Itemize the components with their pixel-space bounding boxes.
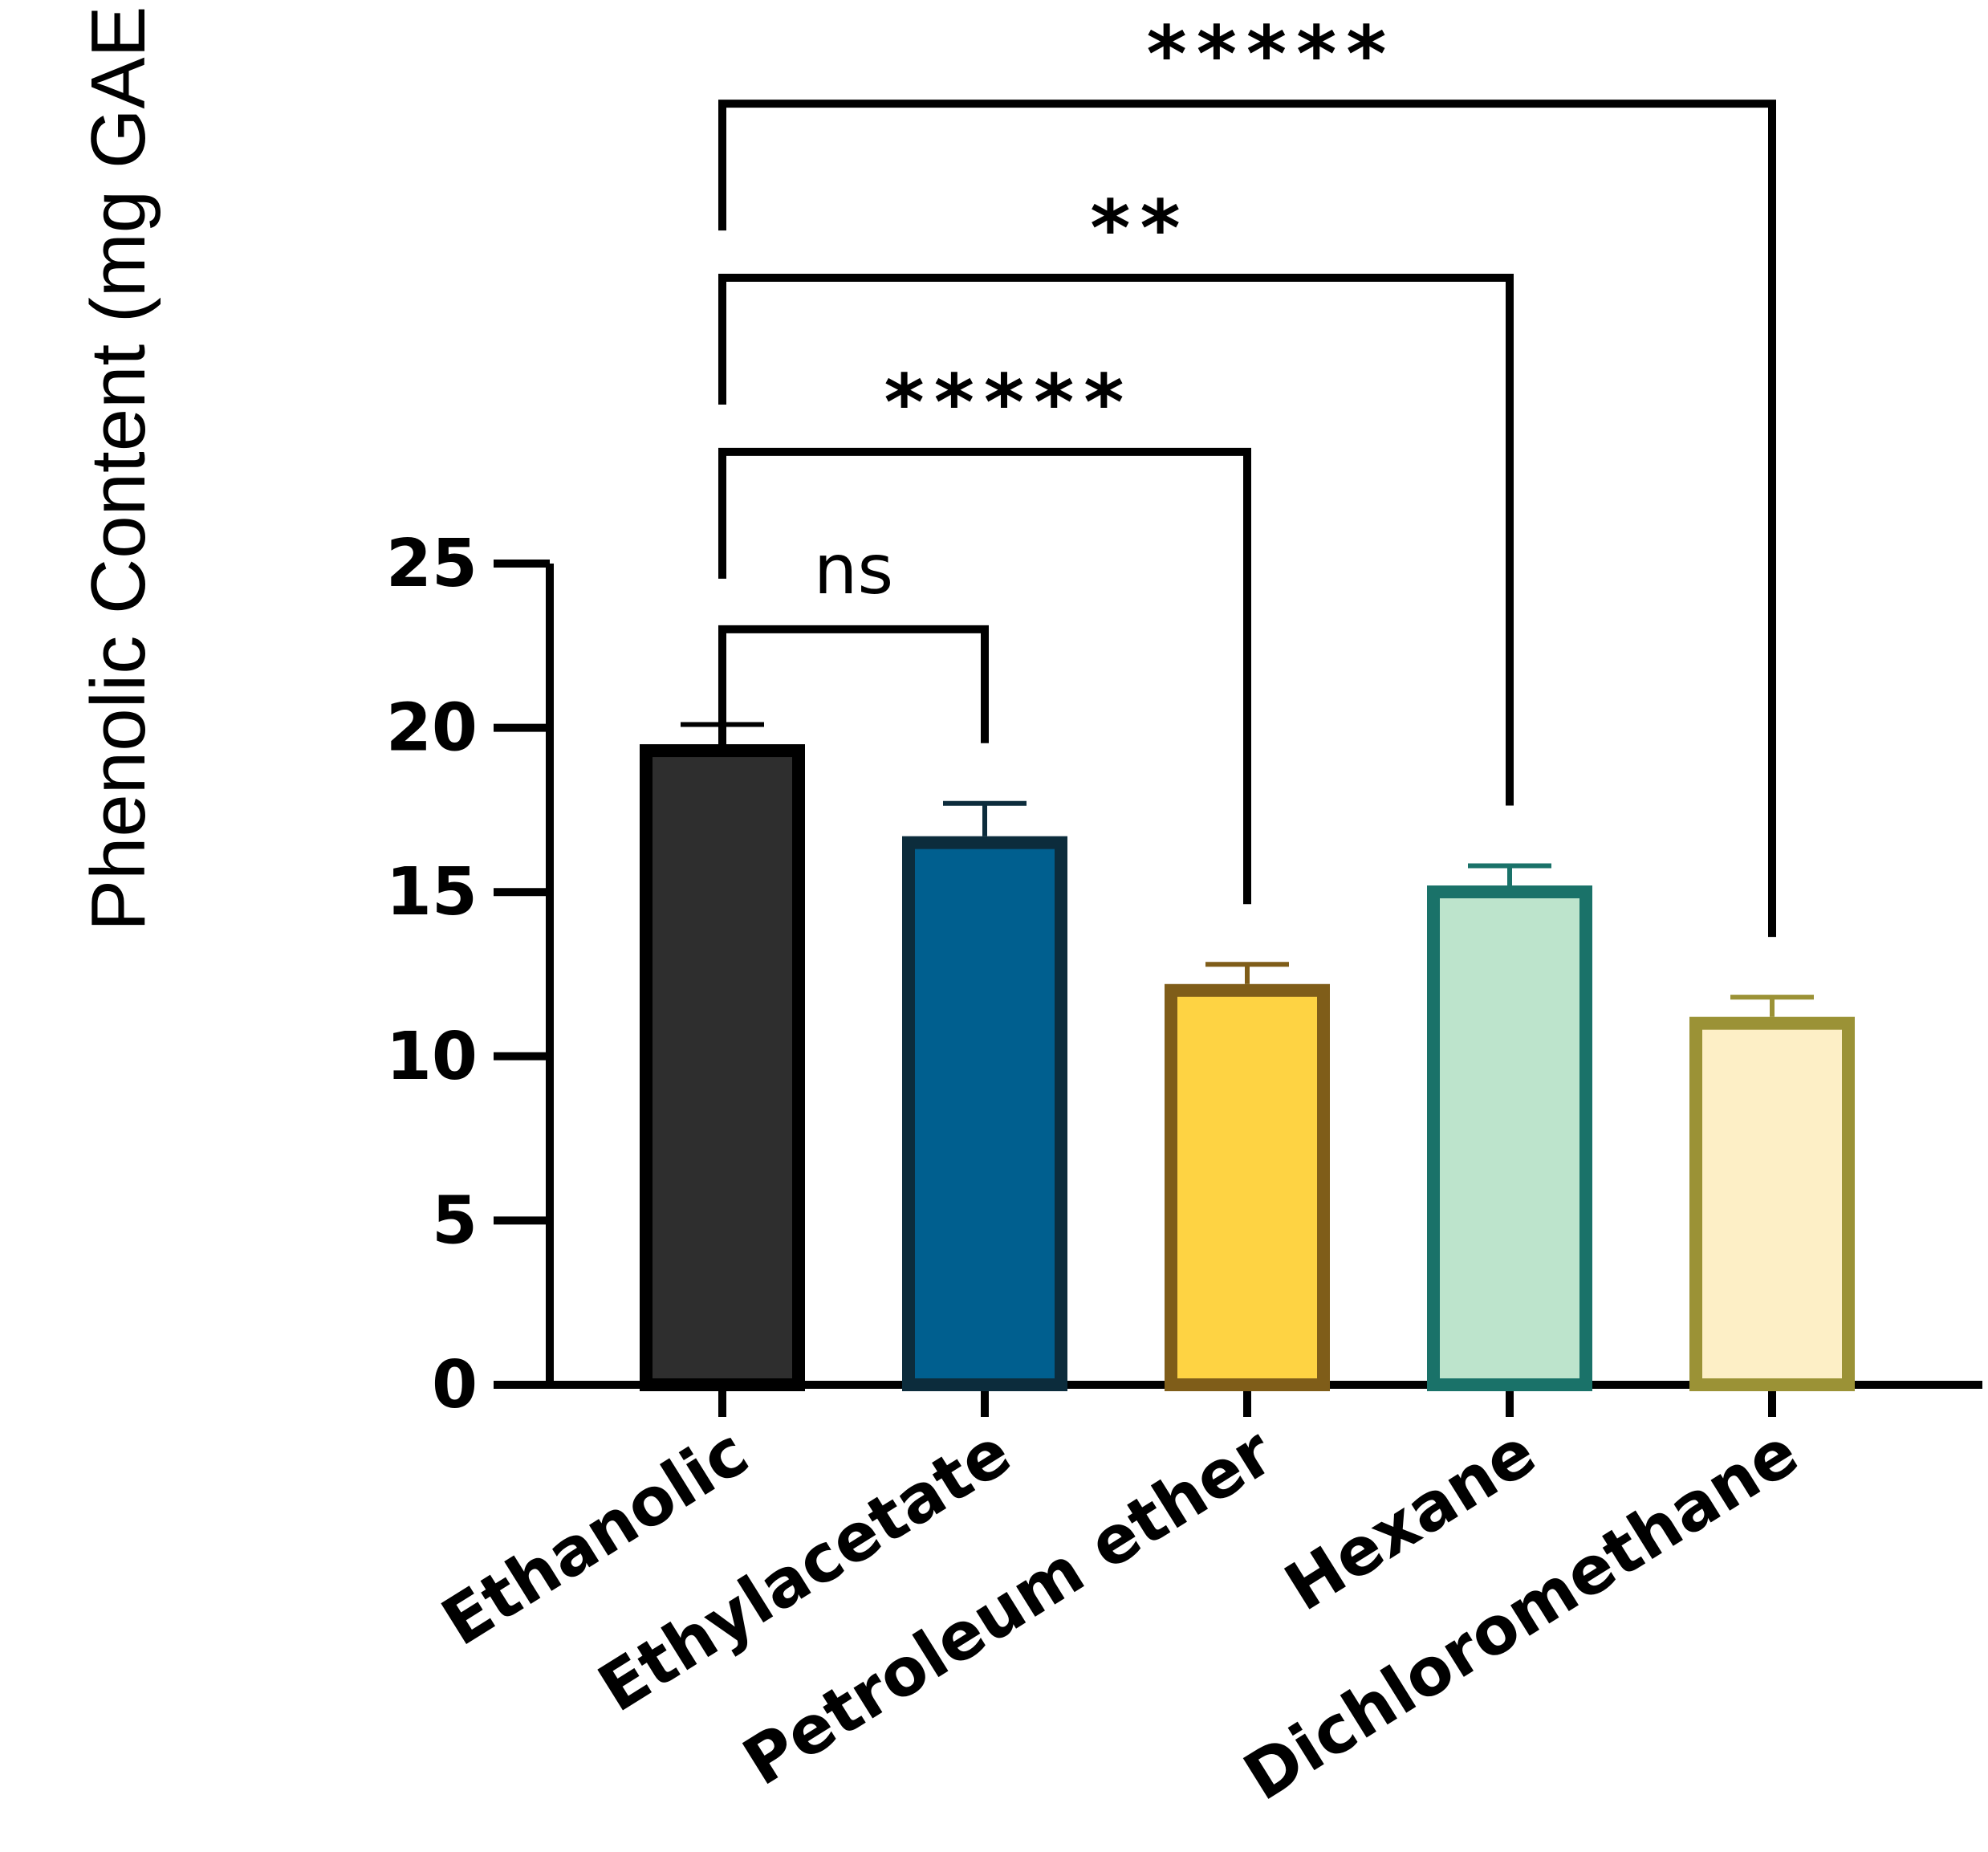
- significance-label: ns: [814, 530, 893, 610]
- y-axis: 0 5 10 15 20 25: [386, 526, 554, 1423]
- significance-brackets: ns************: [718, 10, 1776, 938]
- svg-text:Phenolic Content (mg GAE g-1): Phenolic Content (mg GAE g-1): [70, 0, 161, 931]
- comparison-bracket: [718, 100, 1776, 938]
- y-axis-label-text: Phenolic Content (mg GAE g: [75, 0, 161, 931]
- bar-ethanolic: [640, 744, 805, 1391]
- y-tick-label: 5: [432, 1182, 478, 1259]
- significance-label: *****: [884, 358, 1133, 448]
- comparison-bracket: [718, 447, 1251, 905]
- bar-dichloromethane: [1689, 1016, 1855, 1392]
- y-tick-label: 10: [386, 1019, 478, 1095]
- bars: [640, 722, 1855, 1392]
- y-axis-label: Phenolic Content (mg GAE g-1): [70, 0, 161, 931]
- bar-hexane: [1427, 885, 1592, 1391]
- bar-ethylacetate: [902, 836, 1067, 1391]
- y-tick-label: 15: [386, 854, 478, 930]
- significance-label: *****: [1146, 10, 1396, 100]
- bar-petroleum-ether: [1165, 983, 1330, 1391]
- comparison-bracket: [718, 273, 1514, 806]
- significance-label: **: [1090, 184, 1189, 274]
- y-tick-label: 0: [432, 1347, 478, 1423]
- y-tick-label: 25: [386, 526, 478, 602]
- comparison-bracket: [718, 625, 989, 756]
- y-tick-label: 20: [386, 690, 478, 767]
